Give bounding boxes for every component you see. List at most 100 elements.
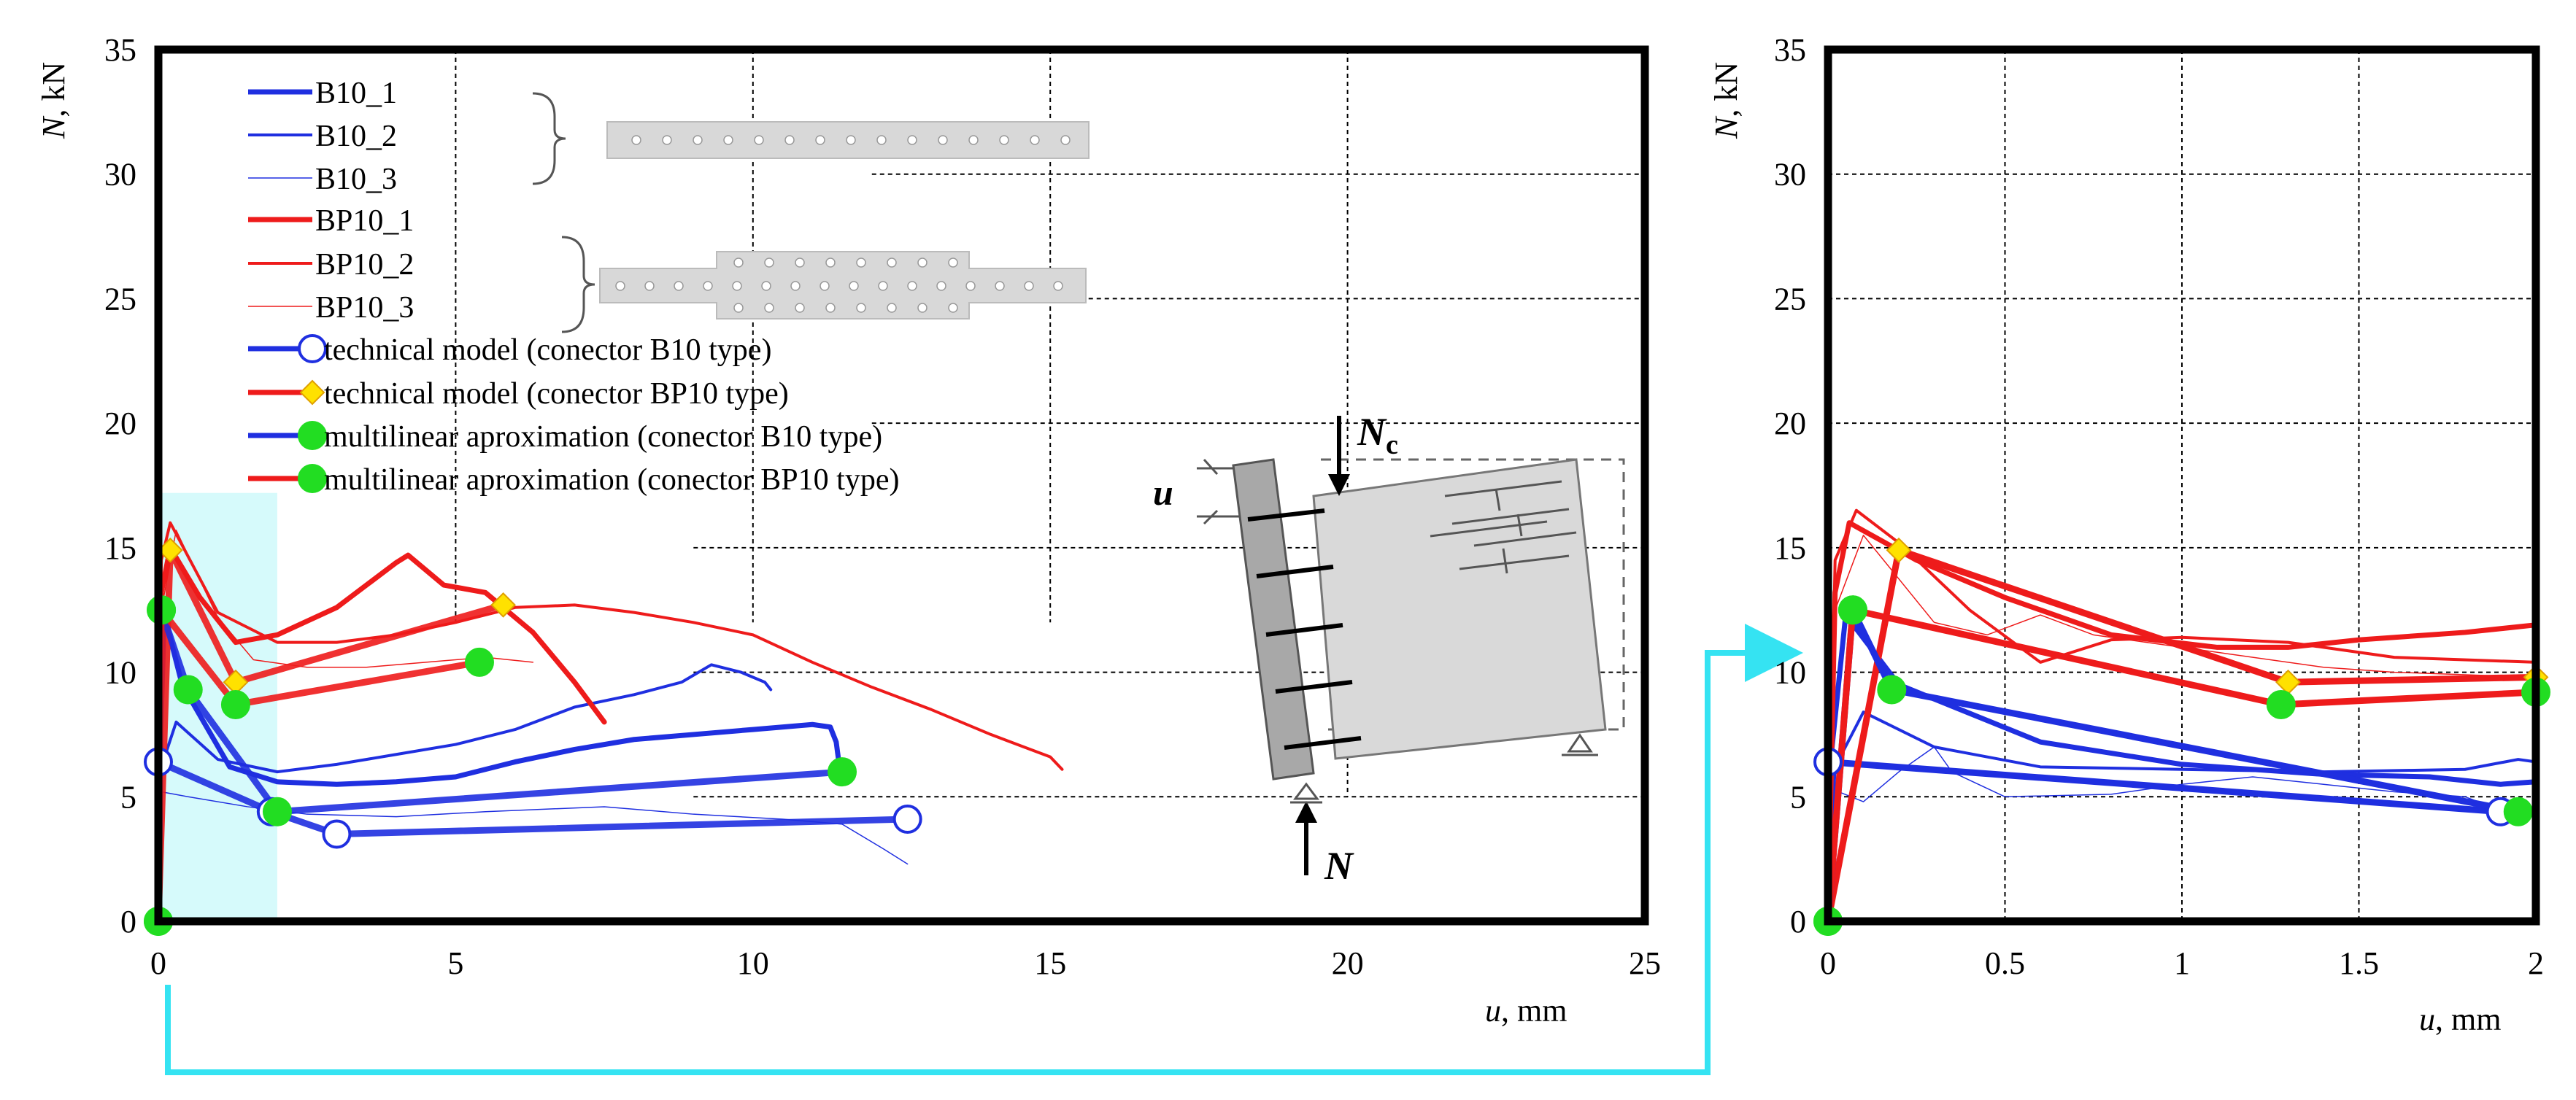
connector-hole <box>825 257 836 268</box>
connector-hole <box>615 281 625 291</box>
connector-hole <box>795 303 805 313</box>
model-line <box>155 546 504 922</box>
connector-hole <box>999 135 1009 145</box>
right-x-tick-labels: 0 0.5 1 1.5 2 <box>1820 945 2544 981</box>
connector-hole <box>790 281 801 291</box>
right-x-axis-label: u, mm <box>2419 1002 2501 1037</box>
support-left <box>1293 782 1319 800</box>
left-x-axis-label: u, mm <box>1485 993 1567 1029</box>
series-line-b10_2 <box>1827 710 2537 923</box>
legend-item: B10_3 <box>248 163 397 196</box>
arrow-n-head <box>1295 801 1317 823</box>
legend-label: multilinear aproximation (conector BP10 … <box>324 463 899 497</box>
x-tick-label: 10 <box>737 945 769 981</box>
connector-hole <box>795 257 805 268</box>
legend-label: B10_1 <box>315 77 397 110</box>
legend-label: technical model (conector B10 type) <box>324 333 771 367</box>
right-chart: 0 5 10 15 20 25 30 35 0 0.5 1 1.5 2 N, kN u, mm <box>1708 32 2550 1037</box>
brace-bp10 <box>561 236 595 333</box>
legend-item: B10_2 <box>248 120 397 153</box>
connector-hole <box>703 281 713 291</box>
left-chart: 0 5 10 15 20 25 30 35 0 5 10 15 20 25 N, kN u, mm B1… <box>36 32 1661 1029</box>
legend-label: technical model (conector BP10 type) <box>324 377 789 411</box>
label-n: N <box>1324 844 1354 888</box>
connector-hole <box>856 303 866 313</box>
y-tick-label: 0 <box>120 904 136 940</box>
legend-item: BP10_2 <box>248 248 414 282</box>
legend-label: multilinear aproximation (conector B10 t… <box>324 420 882 454</box>
legend-marker <box>298 464 327 493</box>
y-tick-label: 35 <box>1774 32 1806 68</box>
x-tick-label: 1.5 <box>2339 945 2379 981</box>
left-y-tick-labels: 0 5 10 15 20 25 30 35 <box>104 32 136 940</box>
x-tick-label: 2 <box>2528 945 2544 981</box>
connector-hole <box>674 281 684 291</box>
right-models-group <box>1813 537 2550 936</box>
y-tick-label: 5 <box>120 779 136 815</box>
y-tick-label: 20 <box>1774 406 1806 441</box>
connector-bp10-illustration <box>561 236 1087 333</box>
connector-hole <box>733 257 744 268</box>
x-tick-label: 0 <box>1820 945 1836 981</box>
model-marker <box>220 689 250 719</box>
connector-hole <box>784 135 795 145</box>
connector-hole <box>723 135 733 145</box>
zoom-connector-arrow <box>165 624 1803 1075</box>
connector-hole <box>764 257 774 268</box>
column-block <box>1232 458 1315 781</box>
x-tick-label: 0 <box>150 945 166 981</box>
connector-hole <box>662 135 672 145</box>
legend-item: multilinear aproximation (conector BP10 … <box>248 463 899 497</box>
connector-hole <box>761 281 771 291</box>
model-marker <box>464 647 494 677</box>
legend-label: B10_2 <box>315 120 397 153</box>
model-marker <box>322 819 352 849</box>
arrow-nc-head <box>1328 474 1350 496</box>
legend-marker <box>298 421 327 450</box>
connector-hole <box>764 303 774 313</box>
connector-hole <box>948 257 958 268</box>
right-plot-frame <box>1824 45 2540 926</box>
displacement-indicator <box>1197 458 1241 525</box>
legend-label: BP10_1 <box>315 204 414 238</box>
model-marker <box>892 805 922 834</box>
y-tick-label: 10 <box>104 655 136 691</box>
model-marker <box>1886 537 1912 563</box>
connector-hole <box>1060 135 1071 145</box>
left-y-axis-label: N, kN <box>36 62 72 139</box>
y-tick-label: 25 <box>104 281 136 317</box>
wall-block <box>1312 458 1607 760</box>
model-marker <box>157 537 183 563</box>
connector-hole <box>948 303 958 313</box>
legend: B10_1 B10_2 B10_3 BP10_1 BP10_2 BP10_3technic… <box>248 77 899 497</box>
legend-item: BP10_1 <box>248 204 414 238</box>
connector-hole <box>968 135 979 145</box>
connector-hole <box>856 257 866 268</box>
connector-hole <box>849 281 859 291</box>
model-line <box>157 759 908 837</box>
connector-hole <box>917 257 928 268</box>
connector-hole <box>936 281 946 291</box>
model-marker <box>1877 675 1907 705</box>
legend-marker <box>298 334 327 363</box>
legend-label: BP10_3 <box>315 291 414 325</box>
x-tick-label: 15 <box>1034 945 1066 981</box>
connector-hole <box>917 303 928 313</box>
label-u: u <box>1153 472 1173 513</box>
right-grid <box>1828 50 2536 921</box>
label-nc: Nc <box>1357 410 1398 460</box>
y-tick-label: 20 <box>104 406 136 441</box>
right-series-group <box>1825 508 2539 924</box>
connector-hole <box>965 281 976 291</box>
legend-item: technical model (conector BP10 type) <box>248 377 789 411</box>
y-tick-label: 25 <box>1774 281 1806 317</box>
y-tick-label: 0 <box>1790 904 1806 940</box>
model-marker <box>173 675 203 705</box>
connector-hole <box>876 135 887 145</box>
y-tick-label: 15 <box>104 530 136 566</box>
legend-item: multilinear aproximation (conector B10 t… <box>248 420 882 454</box>
connector-hole <box>733 303 744 313</box>
model-marker <box>2266 689 2296 719</box>
connector-b10-illustration <box>532 92 1090 185</box>
connector-hole <box>754 135 764 145</box>
